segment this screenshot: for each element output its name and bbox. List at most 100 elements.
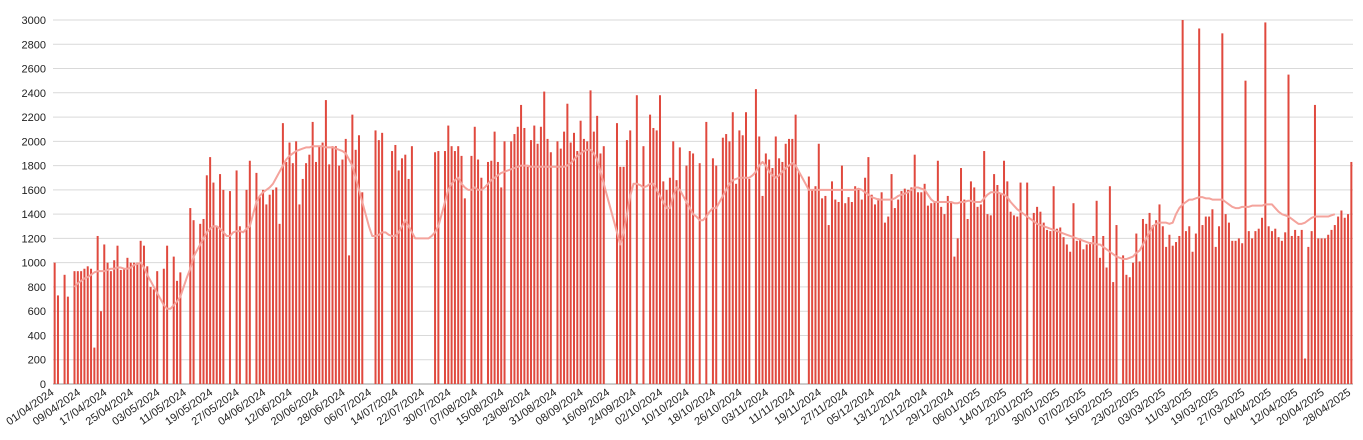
bar: [847, 197, 850, 384]
bar: [834, 199, 837, 384]
bar: [334, 146, 337, 384]
bar: [275, 187, 278, 384]
bar: [1340, 210, 1343, 384]
bar: [897, 199, 900, 384]
bar: [635, 95, 638, 384]
bar: [1211, 209, 1214, 384]
bar: [119, 269, 122, 384]
moving-average-line: [73, 145, 1336, 310]
bar: [692, 153, 695, 384]
bar: [503, 141, 506, 384]
bar: [109, 271, 112, 384]
y-tick-label: 2800: [22, 39, 46, 51]
bar: [377, 140, 380, 384]
bar: [126, 257, 129, 384]
bar: [1208, 216, 1211, 384]
bar: [1052, 186, 1055, 384]
bar: [222, 189, 225, 384]
bar: [324, 100, 327, 384]
bar: [288, 142, 291, 384]
bar: [831, 181, 834, 384]
bar: [956, 238, 959, 384]
bar: [291, 163, 294, 384]
bar: [821, 198, 824, 384]
bar: [189, 208, 192, 384]
bar: [566, 103, 569, 384]
y-tick-label: 1200: [22, 233, 46, 245]
bar: [1019, 182, 1022, 384]
bar: [539, 126, 542, 385]
bar: [1102, 235, 1105, 384]
bar: [960, 168, 963, 384]
bar: [510, 141, 513, 384]
bar: [788, 138, 791, 384]
bar: [53, 262, 56, 384]
bar: [136, 262, 139, 384]
bar: [1347, 214, 1350, 384]
bar: [1158, 204, 1161, 384]
bar: [556, 141, 559, 384]
bar: [738, 130, 741, 384]
bar: [1297, 235, 1300, 384]
bar: [513, 134, 516, 384]
bar: [652, 127, 655, 384]
bar: [295, 141, 298, 384]
bar: [344, 138, 347, 384]
bar: [331, 146, 334, 384]
y-tick-label: 2600: [22, 64, 46, 76]
bar: [1218, 226, 1221, 384]
y-tick-label: 0: [40, 379, 46, 391]
bar: [90, 268, 93, 384]
bar: [1046, 229, 1049, 384]
bar: [563, 131, 566, 384]
bar: [549, 152, 552, 384]
bar: [219, 174, 222, 384]
bar: [1085, 244, 1088, 384]
bar: [480, 177, 483, 384]
bar: [989, 215, 992, 384]
bar: [1270, 231, 1273, 384]
y-tick-label: 600: [28, 306, 46, 318]
bar: [811, 189, 814, 384]
bar: [993, 174, 996, 384]
bar: [867, 157, 870, 384]
bar: [1122, 255, 1125, 384]
bar: [321, 142, 324, 384]
bar: [1241, 243, 1244, 384]
bar: [642, 146, 645, 384]
bar: [754, 89, 757, 384]
bar: [791, 138, 794, 384]
bar: [66, 296, 69, 384]
bar: [486, 161, 489, 384]
bar: [1098, 257, 1101, 384]
bar: [328, 164, 331, 384]
bar: [1214, 246, 1217, 384]
bar: [1138, 261, 1141, 384]
bar: [209, 157, 212, 384]
bar: [536, 143, 539, 384]
bar: [874, 204, 877, 384]
bar: [410, 146, 413, 384]
bar: [940, 206, 943, 384]
bar: [76, 271, 79, 384]
bar: [447, 125, 450, 384]
bar: [199, 223, 202, 384]
bar: [725, 134, 728, 384]
bar: [1128, 277, 1131, 384]
bar: [622, 166, 625, 384]
bar: [625, 140, 628, 384]
bar: [936, 160, 939, 384]
bar: [758, 136, 761, 384]
bar: [1327, 234, 1330, 384]
bar: [1330, 229, 1333, 384]
bar: [1267, 226, 1270, 384]
bar: [860, 199, 863, 384]
bar: [1155, 220, 1158, 384]
bar: [1198, 28, 1201, 384]
bar: [404, 154, 407, 384]
bar: [86, 266, 89, 384]
bar: [933, 202, 936, 384]
bar: [678, 147, 681, 384]
bar: [1006, 181, 1009, 384]
bar: [1072, 203, 1075, 384]
